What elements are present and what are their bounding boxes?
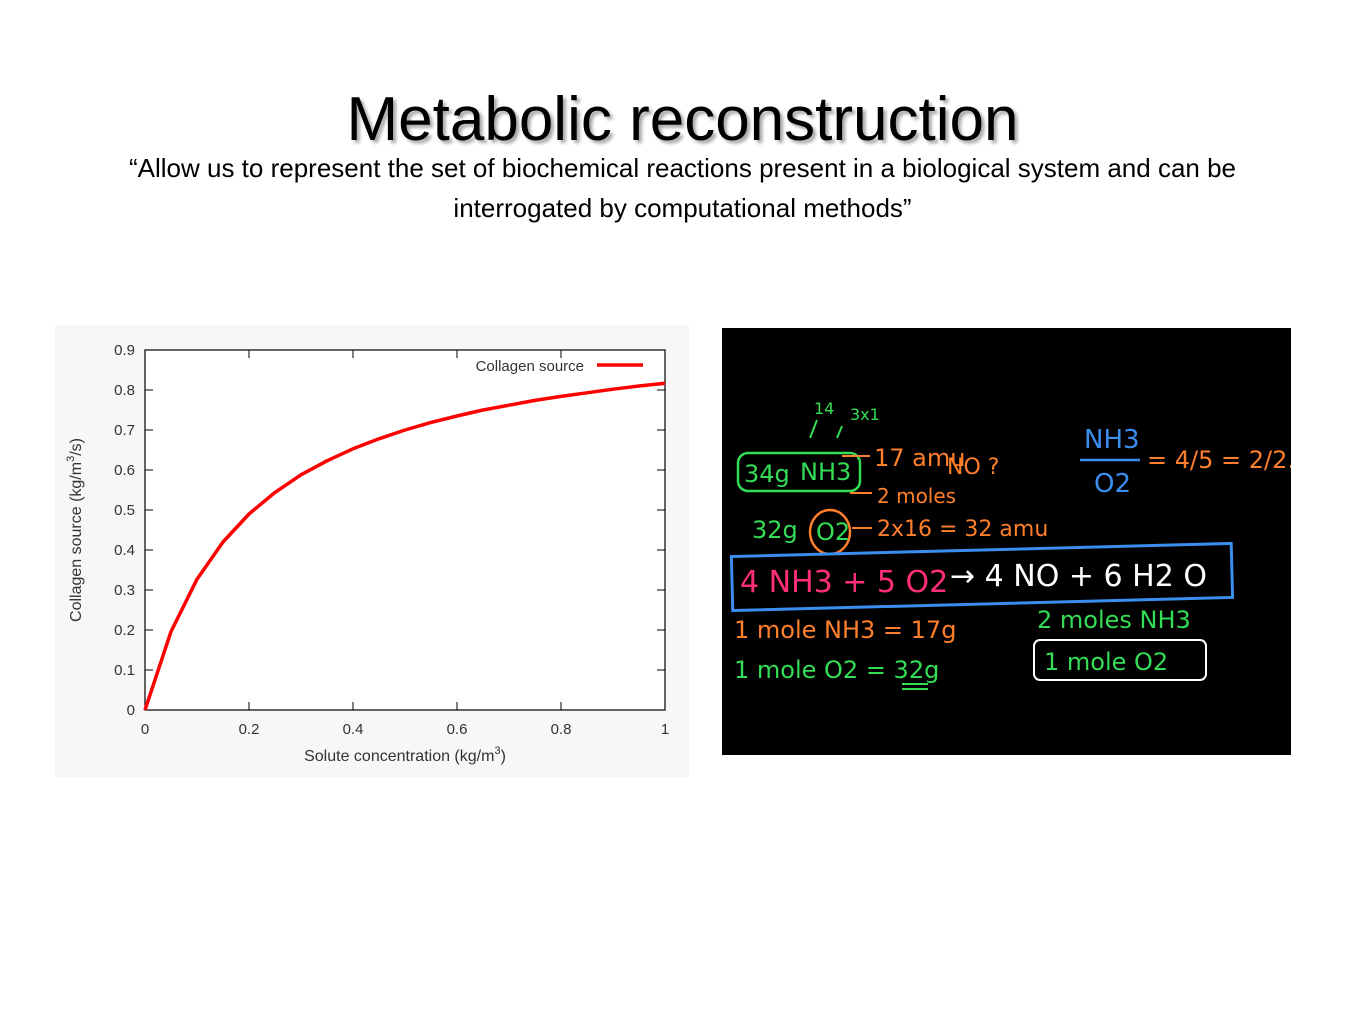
legend-label: Collagen source: [476, 358, 584, 375]
board-text-34g: 34g: [744, 460, 790, 488]
arrow-marks: [809, 419, 843, 439]
board-text-1mole-o2: 1 mole O2 = 32g: [734, 656, 939, 684]
y-tick-label: 0.3: [114, 582, 135, 599]
y-tick-label: 0.7: [114, 422, 135, 439]
legend: Collagen source: [476, 358, 643, 375]
double-underline: [902, 683, 928, 690]
y-tick-label: 0.8: [114, 382, 135, 399]
y-tick-label: 0.9: [114, 342, 135, 359]
y-ticks: 0 0.1 0.2 0.3 0.4 0.5 0.6 0.7 0.8 0.9: [114, 342, 665, 719]
y-tick-label: 0: [127, 702, 135, 719]
board-text-17amu: 17 amu: [874, 444, 965, 472]
plot-frame: [144, 349, 666, 711]
board-text-nh3-blue: NH3: [1084, 425, 1140, 455]
x-ticks: 0 0.2 0.4 0.6 0.8 1: [141, 350, 669, 738]
y-tick-label: 0.2: [114, 622, 135, 639]
x-axis-label: Solute concentration (kg/m3): [304, 745, 506, 765]
x-tick-label: 0.4: [343, 721, 364, 738]
x-tick-label: 0.2: [239, 721, 260, 738]
board-text-no: NO ?: [947, 455, 999, 480]
y-tick-label: 0.1: [114, 662, 135, 679]
board-text-3x1: 3x1: [850, 405, 880, 424]
slide-title: Metabolic reconstruction: [346, 85, 1019, 154]
box-1mole-o2: [1033, 639, 1207, 681]
board-text-reactants: 4 NH3 + 5 O2: [740, 565, 948, 600]
board-text-1mole-nh3: 1 mole NH3 = 17g: [734, 616, 956, 644]
board-text-2x16: 2x16 = 32 amu: [877, 517, 1048, 542]
y-tick-label: 0.6: [114, 462, 135, 479]
board-text-32g: 32g: [752, 516, 798, 544]
series-line-collagen-source: [143, 381, 666, 711]
x-tick-label: 0.8: [551, 721, 572, 738]
x-tick-label: 0.6: [447, 721, 468, 738]
board-text-2moles-nh3: 2 moles NH3: [1037, 606, 1191, 634]
board-text-1mole-o2-boxed: 1 mole O2: [1044, 648, 1168, 676]
box-34g-nh3: [736, 451, 862, 493]
y-axis-label: Collagen source (kg/m3/s): [65, 438, 85, 622]
y-tick-label: 0.4: [114, 542, 135, 559]
box-equation: [729, 541, 1235, 613]
y-tick-label: 0.5: [114, 502, 135, 519]
board-text-nh3-green: NH3: [800, 458, 851, 486]
x-tick-label: 1: [661, 721, 669, 738]
board-text-ratio: = 4/5 = 2/2.5: [1147, 446, 1291, 474]
slide-quote: “Allow us to represent the set of bioche…: [128, 153, 1237, 223]
board-text-2moles: 2 moles: [877, 484, 956, 508]
x-tick-label: 0: [141, 721, 149, 738]
board-text-o2-blue: O2: [1094, 469, 1131, 499]
board-text-o2-green: O2: [816, 518, 850, 546]
collagen-chart: 00.10.20.30.40.50.60.70.80.9 0 0.2 0.4 0.6 0…: [65, 342, 669, 765]
chalkboard-image: 14 3x1 34g NH3 17 amu NO ? 2 moles 32g O…: [722, 328, 1291, 755]
board-text-products: → 4 NO + 6 H2 O: [950, 559, 1207, 594]
series-layer: [143, 381, 666, 711]
board-text-14: 14: [814, 399, 834, 418]
chart-panel: 0 0.1 0.2 0.3 0.4 0.5 0.6 0.7 0.8 0.9 0 0.2 0.4 0.6 0…: [55, 325, 689, 777]
